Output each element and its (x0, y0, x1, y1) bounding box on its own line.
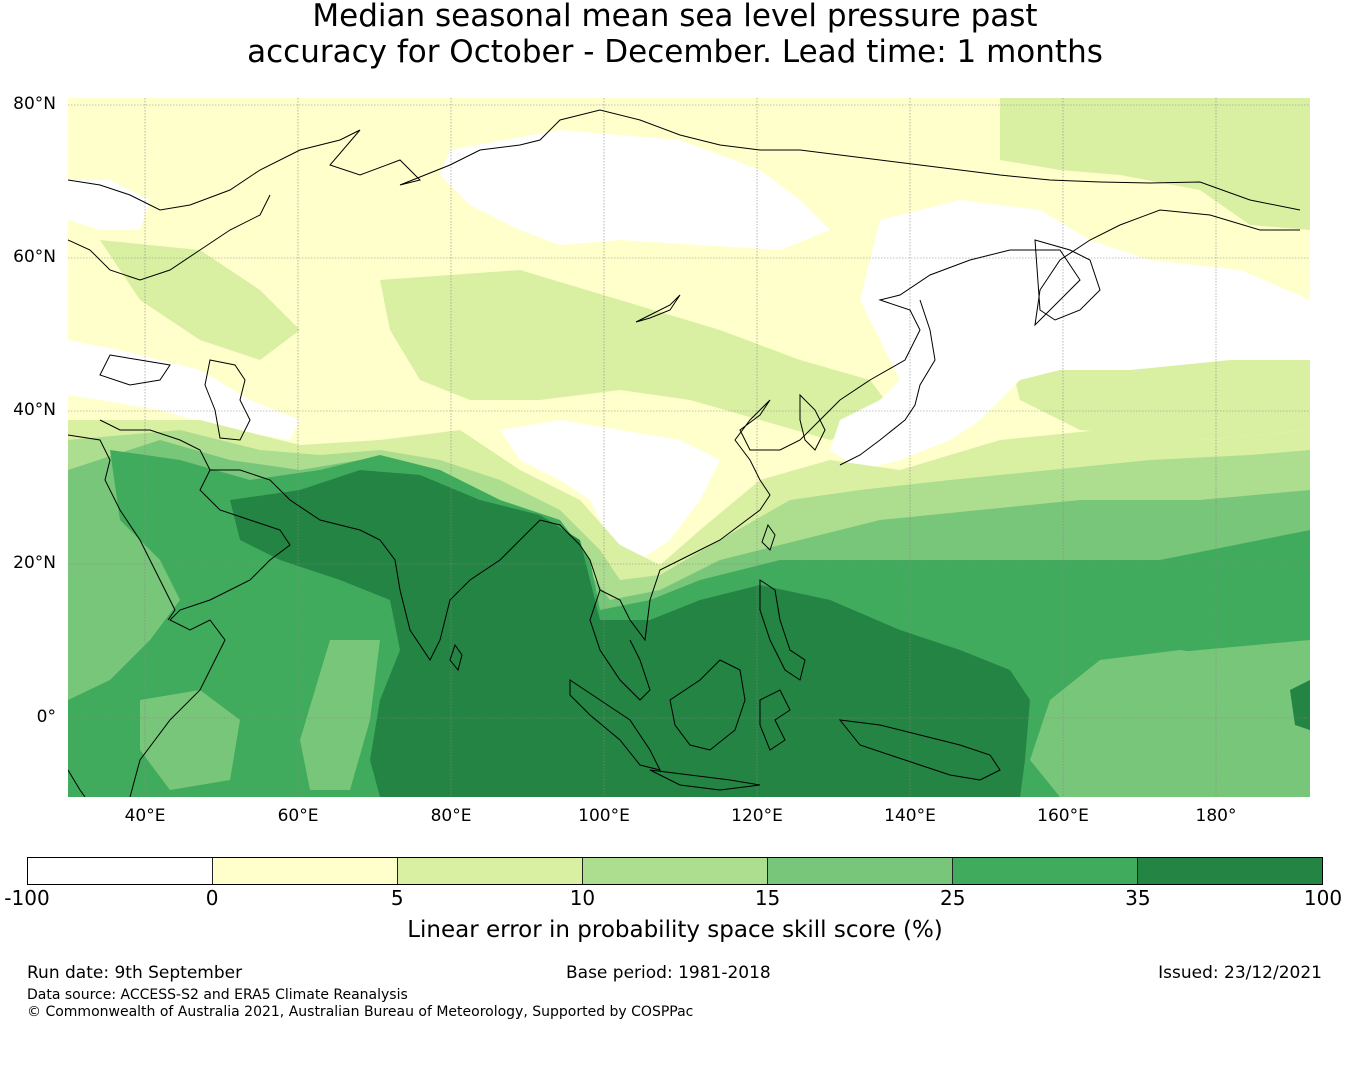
field-5-10-north (100, 98, 1310, 440)
run-date: Run date: 9th September (27, 963, 243, 983)
lon-label-60e: 60°E (277, 806, 319, 826)
colorbar-segment (398, 858, 583, 884)
issued-date: Issued: 23/12/2021 (1158, 963, 1322, 983)
colorbar-segment (953, 858, 1138, 884)
data-source: Data source: ACCESS-S2 and ERA5 Climate … (27, 987, 408, 1003)
lon-label-160e: 160°E (1037, 806, 1089, 826)
field-negative-siberia (440, 130, 830, 250)
field-negative-tibet (500, 420, 720, 560)
graticule (68, 98, 1310, 797)
lat-label-80n: 80°N (13, 94, 56, 114)
lat-label-0: 0° (36, 707, 56, 727)
lat-label-20n: 20°N (13, 553, 56, 573)
colorbar-segment (768, 858, 953, 884)
colorbar-segment (213, 858, 398, 884)
colorbar-tick-label: 5 (390, 886, 404, 910)
colorbar (27, 857, 1323, 885)
colorbar-tick-label: 25 (939, 886, 966, 910)
colorbar-segment (28, 858, 213, 884)
copyright: © Commonwealth of Australia 2021, Austra… (27, 1004, 694, 1020)
map-title-line-2: accuracy for October - December. Lead ti… (247, 34, 1103, 70)
coastlines (68, 109, 1301, 797)
colorbar-tick-label: 0 (205, 886, 219, 910)
field-15-25-patch (140, 640, 1290, 790)
skill-field (68, 98, 1310, 797)
colorbar-tick-label: 35 (1125, 886, 1151, 910)
colorbar-tick-label: 100 (1303, 886, 1343, 910)
lon-label-100e: 100°E (578, 806, 630, 826)
lat-label-40n: 40°N (13, 400, 56, 420)
map-title-line-1: Median seasonal mean sea level pressure … (312, 0, 1038, 34)
lon-label-140e: 140°E (884, 806, 936, 826)
colorbar-tick-label: 15 (754, 886, 781, 910)
base-period: Base period: 1981-2018 (566, 963, 771, 983)
colorbar-tick-label: -100 (4, 886, 50, 910)
skill-score-map (68, 98, 1310, 797)
lon-label-80e: 80°E (430, 806, 472, 826)
lon-label-40e: 40°E (124, 806, 166, 826)
lon-label-180: 180° (1195, 806, 1237, 826)
colorbar-segment (583, 858, 768, 884)
colorbar-label: Linear error in probability space skill … (407, 917, 943, 943)
field-35-100 (230, 470, 1310, 797)
field-negative-europe (68, 180, 300, 610)
colorbar-tick-label: 10 (569, 886, 596, 910)
lon-label-120e: 120°E (731, 806, 783, 826)
colorbar-segment (1138, 858, 1322, 884)
lat-label-60n: 60°N (13, 247, 56, 267)
